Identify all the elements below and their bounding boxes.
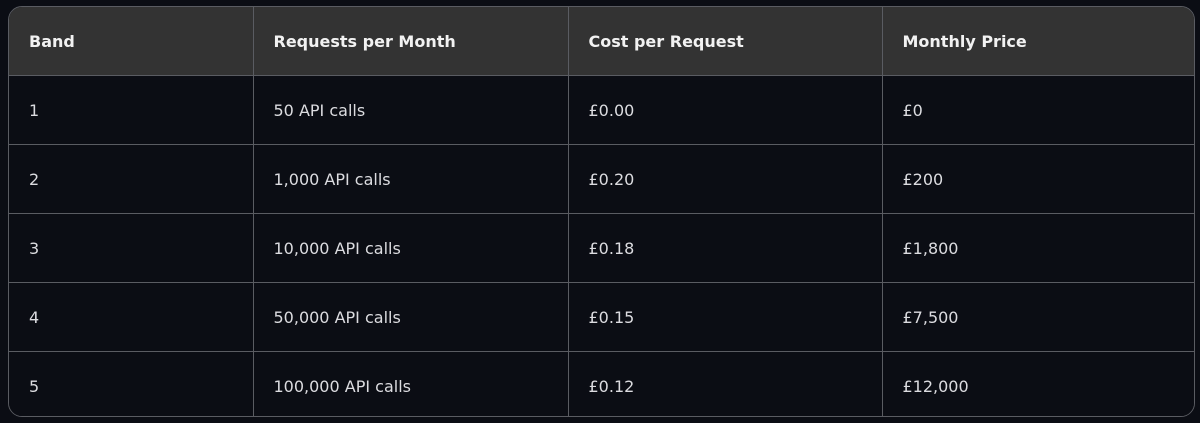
- cell-requests: 1,000 API calls: [252, 144, 569, 214]
- cell-cost: £0.18: [567, 213, 883, 283]
- cell-requests: 50,000 API calls: [252, 282, 569, 352]
- cell-band: 5: [9, 351, 254, 416]
- pricing-table: Band Requests per Month Cost per Request…: [9, 7, 1194, 416]
- cell-band: 3: [9, 213, 254, 283]
- header-monthly-price: Monthly Price: [881, 7, 1194, 76]
- table-row: 5 100,000 API calls £0.12 £12,000: [9, 351, 1194, 416]
- cell-requests: 10,000 API calls: [252, 213, 569, 283]
- pricing-table-container: Band Requests per Month Cost per Request…: [8, 6, 1195, 417]
- cell-price: £12,000: [881, 351, 1194, 416]
- table-row: 2 1,000 API calls £0.20 £200: [9, 144, 1194, 214]
- cell-price: £200: [881, 144, 1194, 214]
- cell-cost: £0.00: [567, 75, 883, 145]
- table-row: 3 10,000 API calls £0.18 £1,800: [9, 213, 1194, 283]
- table-row: 4 50,000 API calls £0.15 £7,500: [9, 282, 1194, 352]
- cell-band: 1: [9, 75, 254, 145]
- header-band: Band: [9, 7, 254, 76]
- cell-price: £1,800: [881, 213, 1194, 283]
- cell-cost: £0.12: [567, 351, 883, 416]
- cell-price: £7,500: [881, 282, 1194, 352]
- cell-cost: £0.20: [567, 144, 883, 214]
- cell-cost: £0.15: [567, 282, 883, 352]
- cell-requests: 50 API calls: [252, 75, 569, 145]
- cell-price: £0: [881, 75, 1194, 145]
- table-row: 1 50 API calls £0.00 £0: [9, 75, 1194, 145]
- table-header-row: Band Requests per Month Cost per Request…: [9, 7, 1194, 76]
- header-requests-per-month: Requests per Month: [252, 7, 569, 76]
- cell-band: 2: [9, 144, 254, 214]
- header-cost-per-request: Cost per Request: [567, 7, 883, 76]
- cell-requests: 100,000 API calls: [252, 351, 569, 416]
- cell-band: 4: [9, 282, 254, 352]
